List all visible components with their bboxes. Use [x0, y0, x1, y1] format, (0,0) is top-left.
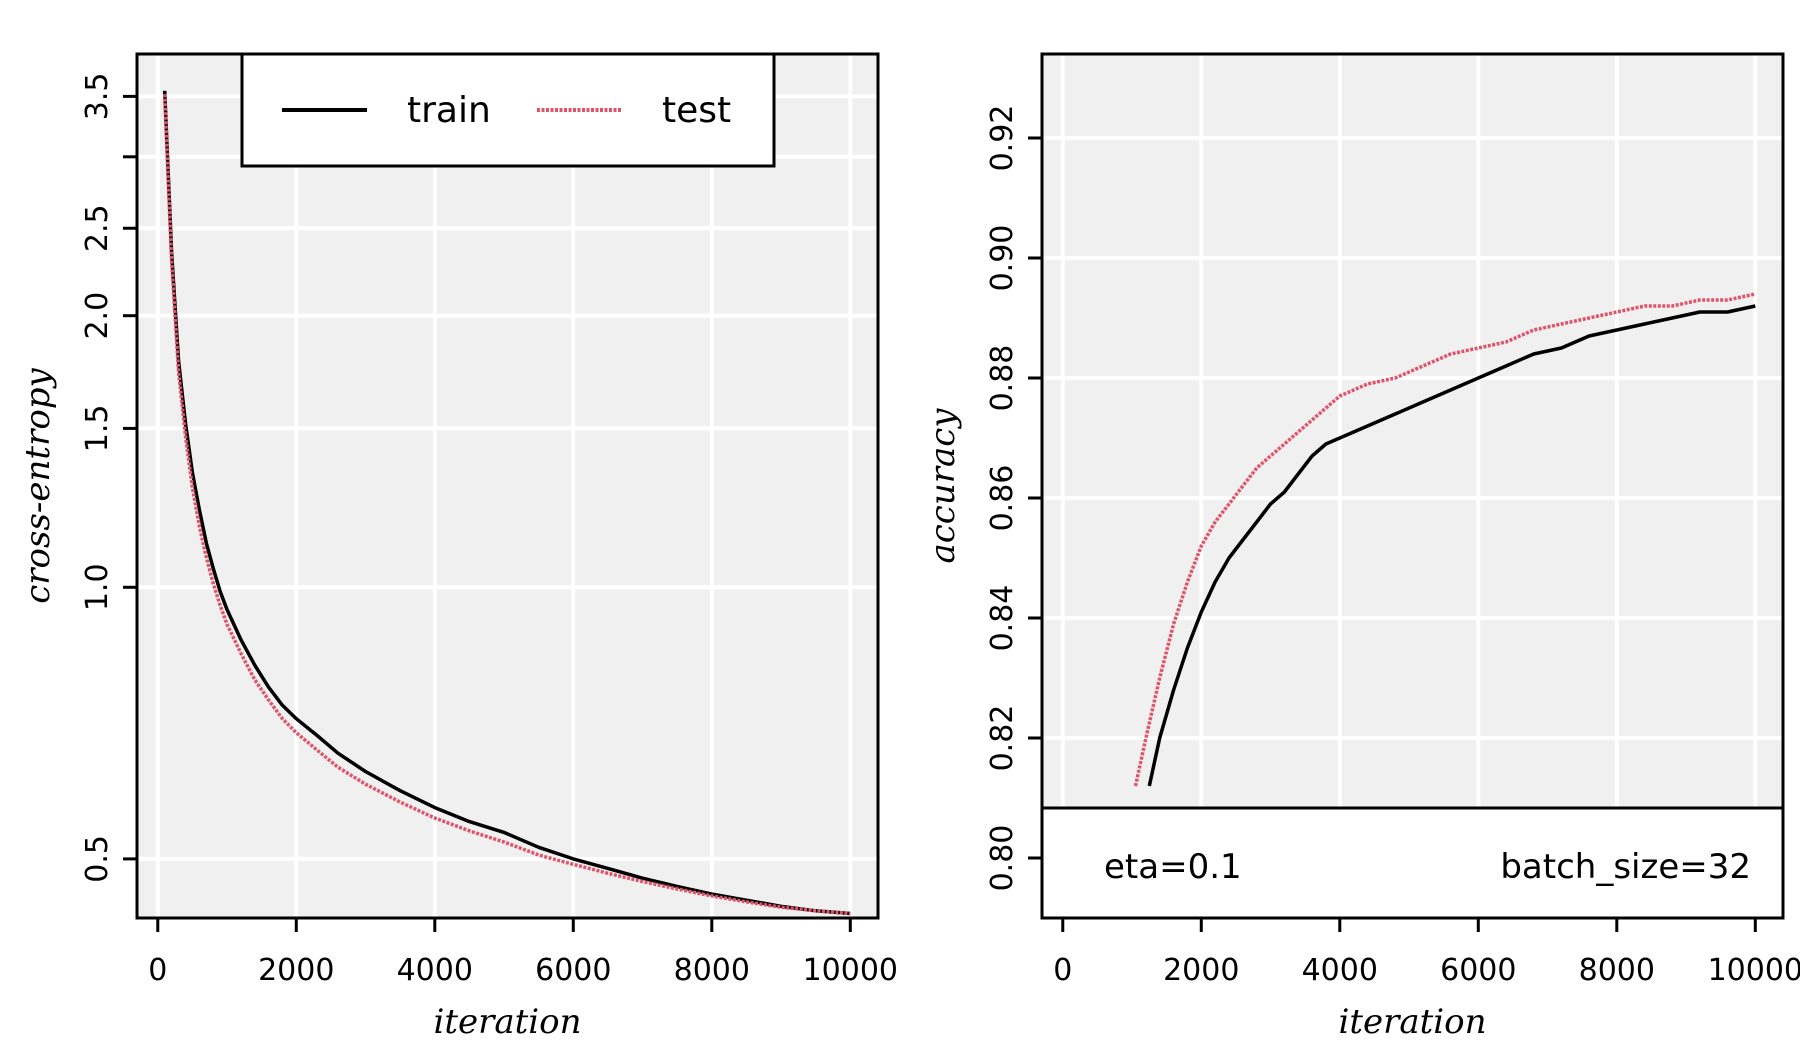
y-tick-label: 2.5 [80, 204, 115, 252]
series-line-test [1133, 292, 1756, 787]
x-tick-label: 4000 [1302, 953, 1378, 988]
y-tick-label: 1.0 [80, 563, 115, 611]
legend-label-train: train [407, 90, 491, 131]
annotation-eta: eta=0.1 [1104, 847, 1242, 887]
chart-panel-2: eta=0.1 batch_size=32 0 2000 4000 6000 8000 100… [923, 52, 1800, 1042]
x-tick-label: 8000 [674, 953, 750, 988]
series-line-train [162, 90, 851, 916]
x-tick-label: 6000 [1440, 953, 1516, 988]
x-tick-label: 10000 [1708, 953, 1800, 988]
plot-background [1042, 54, 1783, 918]
x-tick-label: 0 [1053, 953, 1072, 988]
y-tick-label: 0.90 [985, 225, 1020, 292]
y-tick-label: 2.0 [80, 292, 115, 340]
x-axis-title: iteration [433, 1002, 581, 1042]
legend-label-test: test [662, 90, 731, 131]
x-tick-label: 2000 [258, 953, 334, 988]
y-tick-label: 0.82 [985, 705, 1020, 772]
y-tick-label: 0.88 [985, 345, 1020, 412]
chart-panel-1: train test 0 2000 4000 6000 8000 10000 0.5 1.0 1.5… [18, 52, 898, 1042]
x-tick-label: 6000 [535, 953, 611, 988]
x-tick-label: 10000 [803, 953, 898, 988]
y-axis-title: accuracy [923, 408, 963, 564]
plot-background [137, 54, 878, 918]
x-tick-label: 8000 [1579, 953, 1655, 988]
y-tick-label: 0.92 [985, 105, 1020, 172]
x-tick-label: 4000 [397, 953, 473, 988]
y-axis-title: cross-entropy [18, 367, 58, 603]
plot-frame [1040, 52, 1785, 920]
x-axis-title: iteration [1338, 1002, 1486, 1042]
y-tick-label: 0.84 [985, 585, 1020, 652]
y-tick-label: 0.5 [80, 835, 115, 883]
series-line-test [162, 94, 851, 916]
y-tick-label: 3.5 [80, 73, 115, 121]
x-tick-label: 2000 [1163, 953, 1239, 988]
y-tick-label: 0.86 [985, 465, 1020, 532]
series-line-train [1147, 304, 1756, 787]
y-tick-label: 1.5 [80, 405, 115, 453]
annotation-batch-size: batch_size=32 [1500, 847, 1751, 887]
x-tick-label: 0 [148, 953, 167, 988]
annotation-box [1040, 806, 1785, 920]
plot-frame [135, 52, 880, 920]
y-tick-label: 0.80 [985, 825, 1020, 892]
